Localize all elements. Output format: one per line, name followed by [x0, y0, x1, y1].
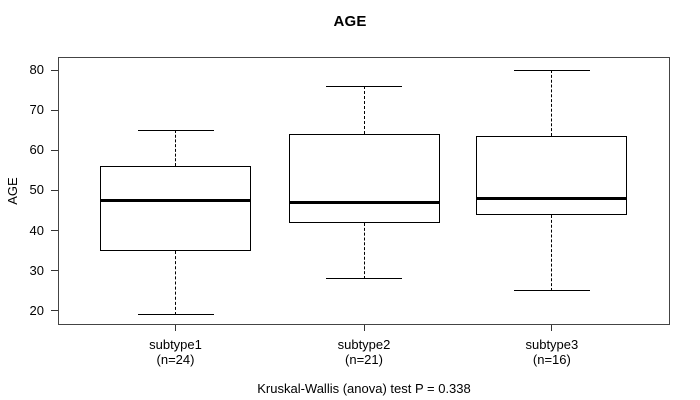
- y-axis-tick: [51, 69, 58, 71]
- group-label: subtype2 (n=21): [299, 337, 429, 367]
- y-axis-tick-label: 30: [29, 262, 44, 278]
- y-axis-tick: [51, 109, 58, 111]
- y-axis-tick: [51, 189, 58, 191]
- box: [288, 134, 440, 223]
- group-label: subtype3 (n=16): [487, 337, 617, 367]
- box: [476, 136, 628, 215]
- group-label-name: subtype1: [149, 337, 202, 352]
- x-axis-tick: [363, 325, 365, 331]
- whisker-lower: [175, 250, 176, 315]
- stat-test-caption: Kruskal-Wallis (anova) test P = 0.338: [257, 381, 471, 396]
- whisker-cap-lower: [137, 314, 214, 316]
- y-axis-tick: [51, 230, 58, 232]
- group-label-name: subtype2: [337, 337, 391, 352]
- y-axis-tick-label: 60: [29, 142, 44, 158]
- box: [100, 166, 251, 251]
- x-axis-tick: [551, 325, 553, 331]
- y-axis-tick-label: 70: [29, 102, 44, 118]
- whisker-upper: [175, 130, 176, 167]
- median-line: [288, 201, 440, 205]
- y-axis-tick-label: 20: [29, 302, 44, 318]
- y-axis-tick: [51, 270, 58, 272]
- whisker-cap-lower: [326, 278, 402, 280]
- group-label-name: subtype3: [525, 337, 579, 352]
- median-line: [100, 199, 251, 203]
- whisker-cap-upper: [326, 85, 402, 87]
- whisker-cap-upper: [513, 69, 590, 71]
- group-label: subtype1 (n=24): [111, 337, 241, 367]
- group-label-count: (n=16): [532, 352, 571, 367]
- y-axis-tick: [51, 149, 58, 151]
- y-axis-tick-label: 40: [29, 222, 44, 238]
- chart-title: AGE: [333, 13, 367, 30]
- y-axis-tick: [51, 310, 58, 312]
- whisker-lower: [551, 214, 553, 291]
- whisker-lower: [363, 222, 365, 279]
- whisker-upper: [551, 70, 553, 137]
- whisker-cap-upper: [137, 129, 214, 131]
- group-label-count: (n=24): [156, 352, 195, 367]
- whisker-cap-lower: [513, 290, 590, 292]
- y-axis-tick-label: 80: [29, 62, 44, 78]
- median-line: [476, 197, 628, 201]
- x-axis-tick: [175, 325, 176, 331]
- group-label-count: (n=21): [345, 352, 383, 367]
- whisker-upper: [363, 86, 365, 135]
- y-axis-tick-label: 50: [29, 182, 44, 198]
